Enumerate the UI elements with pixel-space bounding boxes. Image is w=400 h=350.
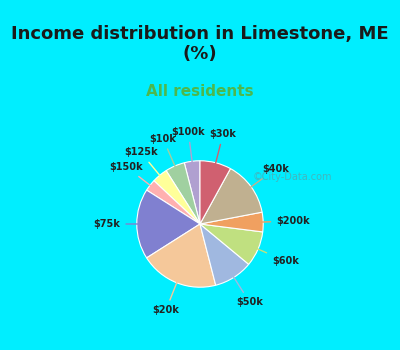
Wedge shape: [200, 224, 249, 285]
Text: All residents: All residents: [146, 84, 254, 99]
Text: Income distribution in Limestone, ME
(%): Income distribution in Limestone, ME (%): [11, 25, 389, 63]
Wedge shape: [137, 190, 200, 258]
Wedge shape: [184, 161, 200, 224]
Text: $40k: $40k: [246, 164, 289, 191]
Text: ©City-Data.com: ©City-Data.com: [252, 172, 332, 182]
Text: $100k: $100k: [172, 127, 205, 168]
Text: $60k: $60k: [252, 246, 299, 266]
Wedge shape: [200, 212, 263, 232]
Wedge shape: [166, 163, 200, 224]
Wedge shape: [200, 169, 262, 224]
Wedge shape: [147, 181, 200, 224]
Text: $150k: $150k: [110, 162, 156, 189]
Wedge shape: [200, 224, 263, 264]
Text: $30k: $30k: [210, 129, 236, 169]
Wedge shape: [154, 170, 200, 224]
Text: $125k: $125k: [124, 147, 164, 181]
Text: $50k: $50k: [230, 272, 263, 308]
Text: $20k: $20k: [152, 276, 179, 315]
Wedge shape: [200, 161, 230, 224]
Text: $75k: $75k: [94, 219, 144, 229]
Text: $10k: $10k: [150, 134, 178, 172]
Wedge shape: [147, 224, 216, 287]
Text: $200k: $200k: [256, 216, 310, 226]
